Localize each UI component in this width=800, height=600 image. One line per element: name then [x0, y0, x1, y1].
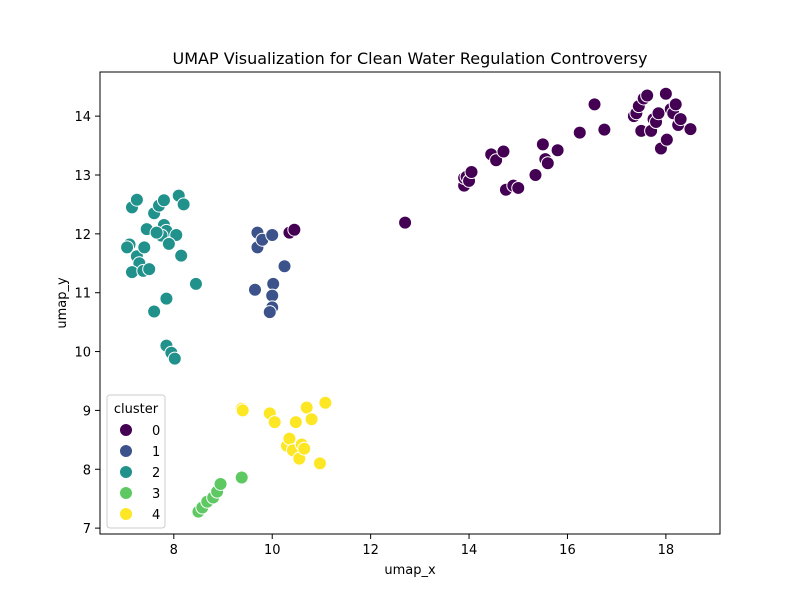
data-point-cluster-0	[673, 112, 688, 127]
data-point-cluster-0	[651, 106, 666, 121]
data-point-cluster-2	[120, 240, 135, 255]
legend-label: 4	[152, 508, 160, 523]
data-point-cluster-4	[304, 412, 319, 427]
data-points	[120, 86, 698, 519]
data-point-cluster-1	[277, 259, 292, 274]
data-point-cluster-0	[597, 122, 612, 137]
data-point-cluster-0	[659, 132, 674, 147]
data-point-cluster-0	[496, 144, 511, 159]
x-tick-label: 12	[362, 543, 379, 558]
data-point-cluster-0	[572, 125, 587, 140]
legend-label: 2	[152, 466, 160, 481]
y-tick-label: 8	[83, 463, 91, 478]
data-point-cluster-0	[464, 165, 479, 180]
data-point-cluster-0	[658, 86, 673, 101]
legend-marker	[119, 465, 133, 479]
data-point-cluster-2	[174, 248, 189, 263]
data-point-cluster-2	[137, 240, 152, 255]
data-point-cluster-0	[528, 167, 543, 182]
data-point-cluster-2	[147, 304, 162, 319]
legend-marker	[119, 423, 133, 437]
data-point-cluster-0	[640, 88, 655, 103]
legend-title: cluster	[114, 402, 159, 417]
data-point-cluster-2	[149, 225, 164, 240]
data-point-cluster-1	[248, 282, 262, 297]
data-point-cluster-4	[235, 403, 250, 418]
x-tick-label: 14	[461, 543, 478, 558]
legend: cluster 0 1 2 3 4	[106, 394, 166, 529]
data-point-cluster-2	[161, 236, 176, 251]
y-tick-label: 10	[74, 346, 91, 361]
data-point-cluster-4	[282, 431, 297, 446]
y-tick-label: 11	[74, 287, 91, 302]
data-point-cluster-0	[540, 156, 555, 171]
chart-title: UMAP Visualization for Clean Water Regul…	[173, 49, 648, 68]
data-point-cluster-0	[287, 222, 302, 237]
data-point-cluster-2	[188, 276, 203, 291]
y-tick-label: 9	[83, 404, 91, 419]
data-point-cluster-0	[511, 180, 526, 195]
data-point-cluster-2	[159, 291, 174, 306]
data-point-cluster-4	[299, 400, 314, 415]
legend-marker	[119, 444, 133, 458]
x-tick-label: 18	[658, 543, 675, 558]
data-point-cluster-2	[167, 351, 182, 366]
legend-marker	[119, 507, 133, 521]
y-tick-label: 12	[74, 228, 91, 243]
data-point-cluster-1	[262, 305, 277, 320]
data-point-cluster-4	[312, 456, 327, 471]
data-point-cluster-2	[156, 193, 171, 208]
legend-label: 1	[152, 445, 160, 460]
data-point-cluster-1	[265, 288, 280, 303]
data-point-cluster-4	[297, 441, 312, 456]
y-tick-label: 7	[83, 522, 91, 537]
legend-label: 0	[152, 424, 160, 439]
legend-marker	[119, 486, 133, 500]
x-tick-label: 8	[170, 543, 178, 558]
data-point-cluster-4	[267, 415, 282, 430]
data-point-cluster-0	[683, 122, 698, 137]
x-axis-label: umap_x	[384, 563, 436, 578]
data-point-cluster-0	[535, 137, 550, 152]
data-point-cluster-0	[398, 215, 413, 230]
y-tick-label: 14	[74, 110, 91, 125]
x-tick-label: 10	[264, 543, 281, 558]
data-point-cluster-3	[234, 470, 249, 485]
data-point-cluster-4	[318, 395, 333, 410]
data-point-cluster-3	[213, 476, 228, 491]
data-point-cluster-2	[176, 197, 191, 212]
y-tick-label: 13	[74, 169, 91, 184]
data-point-cluster-2	[129, 192, 144, 207]
legend-label: 3	[152, 487, 160, 502]
data-point-cluster-1	[265, 228, 280, 243]
data-point-cluster-2	[142, 262, 157, 277]
x-tick-label: 16	[559, 543, 576, 558]
y-axis-label: umap_y	[55, 277, 70, 329]
data-point-cluster-0	[587, 97, 602, 112]
data-point-cluster-0	[668, 97, 683, 112]
data-point-cluster-0	[550, 143, 565, 158]
plot-frame	[99, 71, 721, 535]
data-point-cluster-4	[288, 415, 303, 430]
data-point-cluster-1	[266, 276, 281, 291]
